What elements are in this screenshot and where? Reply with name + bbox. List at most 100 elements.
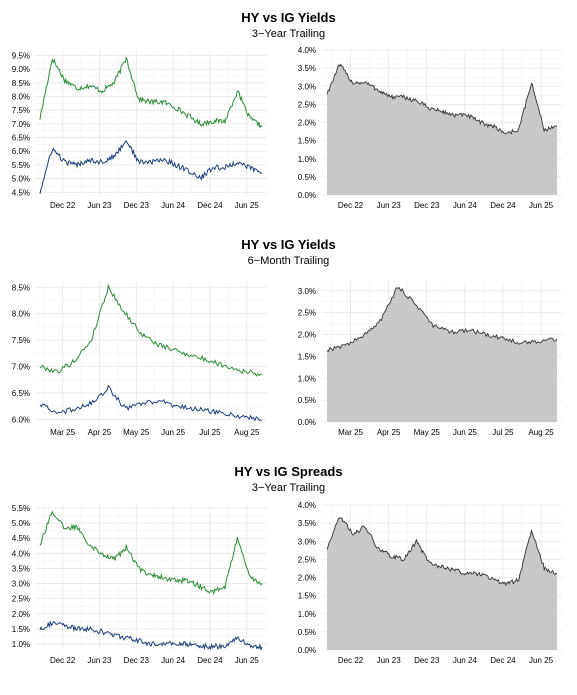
x-tick-label: Jun 23 <box>87 201 112 210</box>
x-tick-label: Dec 22 <box>338 656 364 665</box>
y-tick-label: 0.0% <box>298 418 316 427</box>
y-tick-label: 1.5% <box>298 592 316 601</box>
x-tick-label: Jun 24 <box>453 656 478 665</box>
chart-3yr-spreads: 1.0% 1.5% 2.0% 2.5% 3.0% 3.5% 4.0% 4.5% 5.0% 5.5%… <box>12 504 267 665</box>
difference-area <box>327 518 557 650</box>
y-tick-label: 2.5% <box>12 595 30 604</box>
x-tick-label: Dec 22 <box>50 656 76 665</box>
x-tick-label: Dec 24 <box>490 656 516 665</box>
y-tick-label: 1.0% <box>298 374 316 383</box>
section-subtitle-3: 3−Year Trailing <box>251 482 326 494</box>
y-tick-label: 5.0% <box>12 175 30 184</box>
y-tick-label: 2.0% <box>298 574 316 583</box>
x-tick-label: Jun 24 <box>161 201 186 210</box>
y-tick-label: 1.5% <box>12 625 30 634</box>
ig-series-line <box>39 621 263 651</box>
y-tick-label: 6.5% <box>12 134 30 143</box>
x-tick-label: Dec 24 <box>197 656 223 665</box>
y-tick-label: 0.0% <box>298 646 316 655</box>
y-tick-label: 4.5% <box>12 534 30 543</box>
y-tick-label: 7.5% <box>12 336 30 345</box>
chart-3yr-yields: 4.5% 5.0% 5.5% 6.0% 6.5% 7.0% 7.5% 8.0% 8.5% 9.0%… <box>12 50 267 210</box>
y-tick-label: 6.5% <box>12 389 30 398</box>
y-tick-label: 3.5% <box>298 64 316 73</box>
y-tick-label: 3.0% <box>298 537 316 546</box>
y-tick-label: 2.0% <box>298 119 316 128</box>
x-tick-label: Jun 23 <box>377 656 402 665</box>
x-tick-label: Jun 24 <box>453 201 478 210</box>
x-tick-label: Jun 23 <box>377 201 402 210</box>
y-tick-label: 7.0% <box>12 363 30 372</box>
y-tick-label: 5.0% <box>12 519 30 528</box>
chart-6mo-yields: 6.0% 6.5% 7.0% 7.5% 8.0% 8.5% Mar 25 Apr 25 May … <box>12 282 267 437</box>
y-tick-label: 1.0% <box>298 610 316 619</box>
y-tick-label: 2.5% <box>298 100 316 109</box>
y-tick-label: 0.5% <box>298 173 316 182</box>
x-tick-label: Jul 25 <box>492 428 514 437</box>
x-tick-label: Jun 25 <box>235 201 260 210</box>
x-tick-label: May 25 <box>414 428 441 437</box>
x-tick-label: Mar 25 <box>50 428 75 437</box>
section-subtitle-1: 3−Year Trailing <box>251 28 326 40</box>
x-tick-label: Dec 22 <box>50 201 76 210</box>
x-tick-label: Jun 25 <box>235 656 260 665</box>
x-tick-label: Jul 25 <box>199 428 221 437</box>
y-tick-label: 5.5% <box>12 161 30 170</box>
x-tick-label: Aug 25 <box>234 428 260 437</box>
y-tick-label: 5.5% <box>12 504 30 513</box>
y-tick-label: 0.5% <box>298 396 316 405</box>
difference-area <box>327 64 557 196</box>
x-tick-label: Aug 25 <box>528 428 554 437</box>
x-tick-label: Dec 23 <box>124 201 150 210</box>
section-title-2: HY vs IG Yields <box>241 237 336 252</box>
x-tick-label: Dec 24 <box>490 201 516 210</box>
y-tick-label: 1.5% <box>298 137 316 146</box>
y-tick-label: 1.0% <box>12 640 30 649</box>
y-tick-label: 2.0% <box>12 610 30 619</box>
x-tick-label: Apr 25 <box>88 428 112 437</box>
difference-line <box>326 63 558 135</box>
x-tick-label: Dec 23 <box>414 201 440 210</box>
y-tick-label: 6.0% <box>12 147 30 156</box>
hy-series-line <box>39 510 263 596</box>
x-tick-label: Jun 25 <box>453 428 478 437</box>
x-tick-label: Mar 25 <box>338 428 363 437</box>
x-tick-label: May 25 <box>123 428 150 437</box>
y-tick-label: 7.0% <box>12 120 30 129</box>
plot-area <box>35 50 267 195</box>
chart-3yr-yield-diff: 0.0% 0.5% 1.0% 1.5% 2.0% 2.5% 3.0% 3.5% 4.0% Dec … <box>298 46 562 210</box>
x-tick-label: Dec 24 <box>197 201 223 210</box>
hy-series-line <box>39 283 263 377</box>
x-tick-label: Jun 25 <box>529 201 554 210</box>
y-tick-label: 0.0% <box>298 191 316 200</box>
y-tick-label: 6.0% <box>12 415 30 424</box>
difference-line <box>326 286 558 352</box>
y-tick-label: 3.5% <box>12 564 30 573</box>
y-tick-label: 4.0% <box>298 46 316 55</box>
section-title-1: HY vs IG Yields <box>241 10 336 25</box>
x-tick-label: Dec 22 <box>338 201 364 210</box>
difference-area <box>327 287 557 422</box>
y-tick-label: 8.5% <box>12 283 30 292</box>
plot-area <box>35 505 267 650</box>
ig-series-line <box>39 140 263 194</box>
x-tick-label: Dec 23 <box>414 656 440 665</box>
y-tick-label: 8.0% <box>12 93 30 102</box>
section-title-3: HY vs IG Spreads <box>234 464 343 479</box>
x-tick-label: Jun 25 <box>529 656 554 665</box>
section-subtitle-2: 6−Month Trailing <box>247 255 330 267</box>
y-tick-label: 8.0% <box>12 310 30 319</box>
y-tick-label: 4.0% <box>298 501 316 510</box>
y-tick-label: 4.0% <box>12 549 30 558</box>
chart-6mo-yield-diff: 0.0% 0.5% 1.0% 1.5% 2.0% 2.5% 3.0% Mar 25 Apr 25… <box>298 282 562 437</box>
y-tick-label: 3.0% <box>298 287 316 296</box>
y-tick-label: 3.0% <box>298 82 316 91</box>
hy-series-line <box>39 57 263 129</box>
y-tick-label: 9.5% <box>12 51 30 60</box>
y-tick-label: 3.0% <box>12 580 30 589</box>
y-tick-label: 3.5% <box>298 519 316 528</box>
x-tick-label: Jun 23 <box>87 656 112 665</box>
y-tick-label: 7.5% <box>12 106 30 115</box>
y-tick-label: 1.0% <box>298 155 316 164</box>
x-tick-label: Apr 25 <box>377 428 401 437</box>
